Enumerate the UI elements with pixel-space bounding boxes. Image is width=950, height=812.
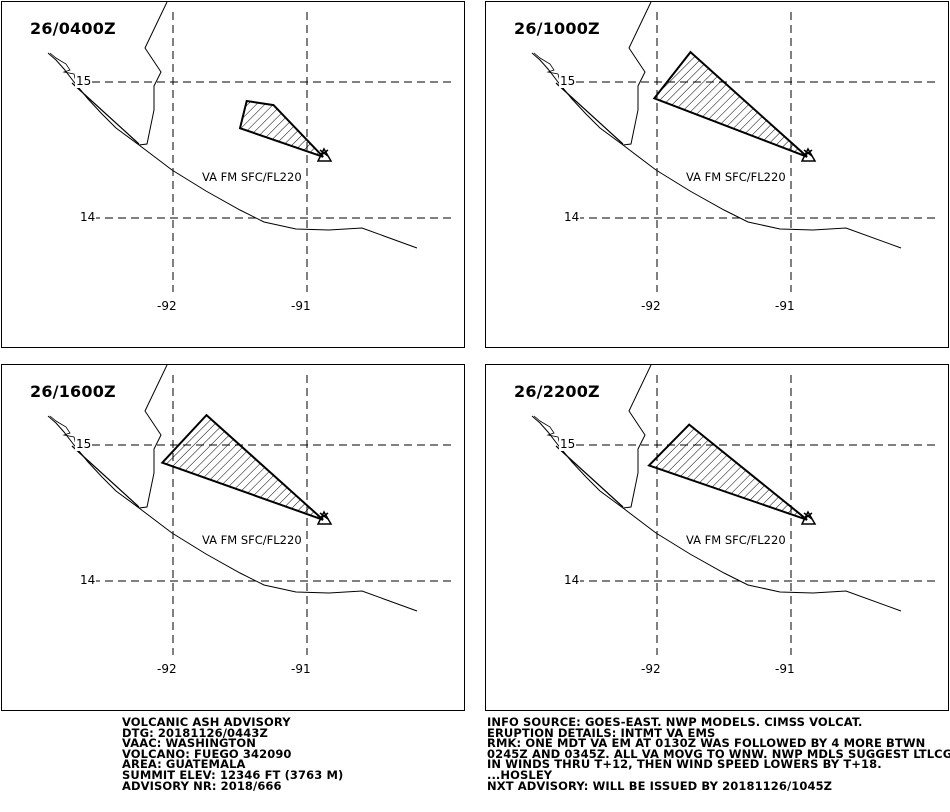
volcano-triangle-icon bbox=[316, 147, 333, 162]
lat-label-14: 14 bbox=[79, 573, 97, 587]
lon-label-91: -91 bbox=[291, 662, 311, 676]
lat-label-15: 15 bbox=[75, 437, 93, 451]
coastline-pacific bbox=[622, 144, 902, 249]
border-line bbox=[555, 445, 624, 508]
advisory-line: 0245Z AND 0345Z. ALL VA MOVG TO WNW. NWP… bbox=[487, 746, 950, 761]
border-line bbox=[71, 445, 140, 508]
advisory-line: AREA: GUATEMALA bbox=[122, 757, 246, 772]
advisory-line: VOLCANO: FUEGO 342090 bbox=[122, 746, 292, 761]
grid-lines bbox=[576, 12, 936, 292]
inlet bbox=[533, 415, 561, 446]
advisory-line: ERUPTION DETAILS: INTMT VA EMS bbox=[487, 725, 716, 740]
ash-altitude-label: VA FM SFC/FL220 bbox=[685, 170, 787, 184]
advisory-line: NXT ADVISORY: WILL BE ISSUED BY 20181126… bbox=[487, 778, 833, 793]
ash-map bbox=[47, 365, 452, 655]
advisory-header-text: VOLCANIC ASH ADVISORY DTG: 20181126/0443… bbox=[122, 715, 344, 793]
advisory-line: ...HOSLEY bbox=[487, 767, 553, 782]
advisory-line: DTG: 20181126/0443Z bbox=[122, 725, 268, 740]
inlet bbox=[49, 415, 77, 446]
coastline-pacific bbox=[138, 144, 418, 249]
lon-label-91: -91 bbox=[291, 299, 311, 313]
advisory-line: VAAC: WASHINGTON bbox=[122, 736, 256, 751]
coastline-pacific bbox=[138, 507, 418, 612]
inlet bbox=[49, 52, 77, 83]
lat-label-14: 14 bbox=[563, 573, 581, 587]
lat-label-14: 14 bbox=[79, 210, 97, 224]
advisory-line: VOLCANIC ASH ADVISORY bbox=[122, 715, 291, 729]
advisory-details-text: INFO SOURCE: GOES-EAST. NWP MODELS. CIMS… bbox=[487, 715, 950, 793]
lat-label-15: 15 bbox=[559, 437, 577, 451]
ash-altitude-label: VA FM SFC/FL220 bbox=[201, 533, 303, 547]
lon-label-92: -92 bbox=[157, 299, 177, 313]
advisory-line: IN WINDS THRU T+12, THEN WIND SPEED LOWE… bbox=[487, 757, 882, 772]
advisory-line: RMK: ONE MDT VA EM AT 0130Z WAS FOLLOWED… bbox=[487, 736, 926, 751]
forecast-panel-1600z: 26/1600Z 15 14 -92 -91 VA FM SFC/FL220 bbox=[1, 364, 465, 711]
ash-polygon bbox=[647, 423, 808, 521]
grid-lines bbox=[92, 375, 452, 655]
coastline-pacific bbox=[622, 507, 902, 612]
lon-label-92: -92 bbox=[157, 662, 177, 676]
lat-label-15: 15 bbox=[75, 74, 93, 88]
ash-map bbox=[531, 365, 936, 655]
ash-altitude-label: VA FM SFC/FL220 bbox=[201, 170, 303, 184]
ash-altitude-label: VA FM SFC/FL220 bbox=[685, 533, 787, 547]
lat-label-15: 15 bbox=[559, 74, 577, 88]
lon-label-92: -92 bbox=[641, 662, 661, 676]
lon-label-91: -91 bbox=[775, 299, 795, 313]
grid-lines bbox=[92, 12, 452, 292]
forecast-panel-1000z: 26/1000Z 15 14 -92 -91 VA FM SFC/FL220 bbox=[485, 1, 949, 348]
volcano-triangle-icon bbox=[800, 510, 817, 525]
lat-label-14: 14 bbox=[563, 210, 581, 224]
forecast-panel-2200z: 26/2200Z 15 14 -92 -91 VA FM SFC/FL220 bbox=[485, 364, 949, 711]
ash-map bbox=[47, 2, 452, 292]
ash-polygon bbox=[160, 413, 324, 521]
grid-lines bbox=[576, 375, 936, 655]
lon-label-92: -92 bbox=[641, 299, 661, 313]
border-line bbox=[555, 82, 624, 145]
ash-map bbox=[531, 2, 936, 292]
advisory-line: INFO SOURCE: GOES-EAST. NWP MODELS. CIMS… bbox=[487, 715, 863, 729]
border-line bbox=[71, 82, 140, 145]
ash-polygon bbox=[238, 99, 324, 158]
advisory-line: ADVISORY NR: 2018/666 bbox=[122, 778, 282, 793]
lon-label-91: -91 bbox=[775, 662, 795, 676]
forecast-panel-0400z: 26/0400Z 15 14 -92 -91 VA FM SFC/FL220 bbox=[1, 1, 465, 348]
valid-time-label: 26/2200Z bbox=[514, 382, 600, 401]
volcano-triangle-icon bbox=[800, 147, 817, 162]
advisory-line: SUMMIT ELEV: 12346 FT (3763 M) bbox=[122, 767, 344, 782]
valid-time-label: 26/1600Z bbox=[30, 382, 116, 401]
inlet bbox=[533, 52, 561, 83]
volcano-triangle-icon bbox=[316, 510, 333, 525]
valid-time-label: 26/0400Z bbox=[30, 19, 116, 38]
valid-time-label: 26/1000Z bbox=[514, 19, 600, 38]
ash-polygon bbox=[652, 50, 808, 158]
